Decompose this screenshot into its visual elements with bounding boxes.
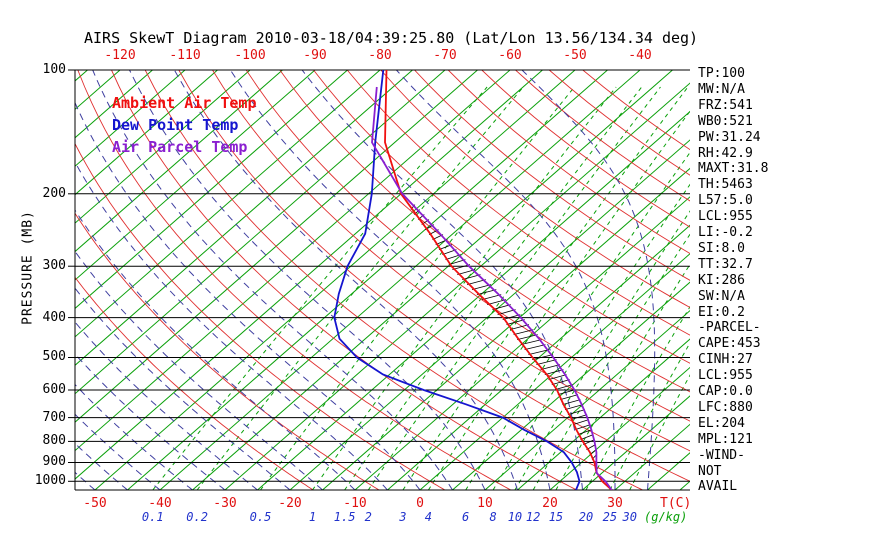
mixing-ratio-tick: 3 <box>399 510 407 524</box>
pressure-tick-label: 400 <box>42 309 66 325</box>
bottom-temp-tick: 10 <box>477 496 493 511</box>
stats-line: CINH:27 <box>698 352 753 368</box>
bottom-temp-tick: 0 <box>416 496 424 511</box>
stats-line: SW:N/A <box>698 288 745 304</box>
mixing-ratio-tick: 1 <box>308 510 317 524</box>
stats-line: MAXT:31.8 <box>698 161 769 177</box>
mixing-ratio-tick: 0.1 <box>141 510 164 524</box>
pressure-tick-label: 900 <box>42 454 66 470</box>
pressure-tick-label: 100 <box>42 62 66 77</box>
dew-point-temp-curve <box>333 70 581 490</box>
top-axis-tick: -80 <box>368 48 392 63</box>
stats-line: NOT <box>698 463 722 479</box>
mixing-ratio-tick: 6 <box>462 510 470 524</box>
mixing-ratio-tick: 12 <box>525 510 541 524</box>
pressure-tick-label: 600 <box>42 382 66 398</box>
top-axis-tick: -70 <box>433 48 457 63</box>
mixing-unit-label: (g/kg) <box>644 510 688 524</box>
cape-hatching <box>410 204 597 465</box>
stats-line: CAPE:453 <box>698 336 761 352</box>
stats-line: -PARCEL- <box>698 320 761 336</box>
stats-line: PW:31.24 <box>698 129 761 145</box>
stats-line: KI:286 <box>698 272 745 288</box>
mixing-ratio-tick: 15 <box>548 510 564 524</box>
stats-line: TH:5463 <box>698 177 753 193</box>
pressure-tick-label: 300 <box>42 258 66 274</box>
stats-line: RH:42.9 <box>698 145 753 161</box>
bottom-temp-tick: 20 <box>542 496 558 511</box>
top-axis-tick: -40 <box>628 48 652 63</box>
mixing-ratio-tick: 1.5 <box>333 510 356 524</box>
top-axis-tick: -90 <box>303 48 327 63</box>
bottom-temp-tick: -40 <box>148 496 172 511</box>
top-axis-tick: -110 <box>169 48 201 63</box>
mixing-ratio-tick: 8 <box>489 510 497 524</box>
stats-line: L57:5.0 <box>698 193 753 209</box>
mixing-ratio-tick: 0.2 <box>186 510 208 524</box>
mixing-ratio-tick: 10 <box>507 510 523 524</box>
stats-line: LI:-0.2 <box>698 225 753 240</box>
stats-line: WB0:521 <box>698 113 753 129</box>
stats-line: MW:N/A <box>698 81 745 97</box>
chart-title: AIRS SkewT Diagram 2010-03-18/04:39:25.8… <box>84 29 699 47</box>
legend-item: Ambient Air Temp <box>112 94 257 112</box>
stats-line: EI:0.2 <box>698 304 745 320</box>
stats-line: FRZ:541 <box>698 97 753 113</box>
pressure-tick-label: 700 <box>42 409 66 425</box>
legend-item: Dew Point Temp <box>112 116 239 134</box>
mixing-ratio-tick: 2 <box>364 510 372 524</box>
mixing-ratio-tick: 25 <box>602 510 618 524</box>
mixing-ratio-tick: 4 <box>424 510 433 524</box>
bottom-temp-tick: -30 <box>213 496 237 511</box>
stats-line: TT:32.7 <box>698 256 753 272</box>
ambient-air-temp-curve <box>384 70 613 490</box>
stats-line: LCL:955 <box>698 209 753 225</box>
temp-unit-label: T(C) <box>660 496 692 511</box>
bottom-temp-tick: -10 <box>343 496 367 511</box>
stats-line: -WIND- <box>698 447 745 463</box>
top-axis-tick: -120 <box>104 48 136 63</box>
mixing-ratio-tick: 20 <box>578 510 594 524</box>
stats-line: LCL:955 <box>698 368 753 384</box>
top-axis-tick: -100 <box>234 48 266 63</box>
stats-line: CAP:0.0 <box>698 384 753 399</box>
top-axis-tick: -60 <box>498 48 522 63</box>
stats-line: SI:8.0 <box>698 240 745 256</box>
top-axis-tick: -50 <box>563 48 587 63</box>
air-parcel-temp-curve <box>371 86 613 490</box>
pressure-tick-label: 500 <box>42 349 66 365</box>
mixing-ratio-tick: 30 <box>622 510 637 524</box>
bottom-temp-tick: -50 <box>83 496 107 511</box>
legend-item: Air Parcel Temp <box>112 138 248 156</box>
stats-line: MPL:121 <box>698 431 753 447</box>
stats-line: AVAIL <box>698 479 738 495</box>
stats-line: LFC:880 <box>698 399 753 415</box>
stats-line: EL:204 <box>698 415 745 431</box>
pressure-tick-label: 1000 <box>34 473 66 489</box>
mixing-ratio-tick: 0.5 <box>249 510 272 524</box>
bottom-temp-tick: -20 <box>278 496 302 511</box>
pressure-tick-label: 200 <box>42 185 66 201</box>
pressure-tick-label: 800 <box>42 433 66 449</box>
profile-curves <box>333 70 613 490</box>
stats-line: TP:100 <box>698 66 745 81</box>
bottom-temp-tick: 30 <box>607 496 623 511</box>
isotherm-lines <box>75 70 690 490</box>
